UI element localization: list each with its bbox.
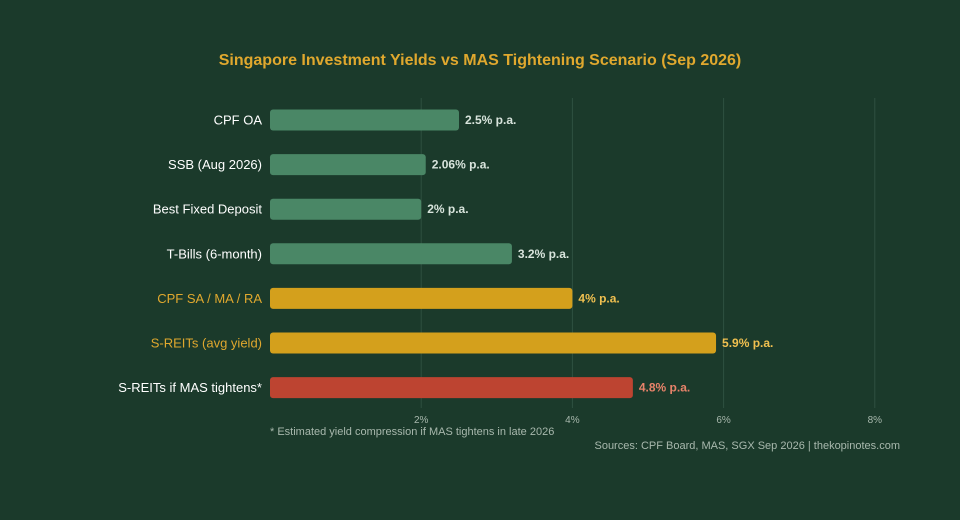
bar — [270, 377, 633, 399]
data-label: 2% p.a. — [427, 202, 468, 216]
data-label: 4.8% p.a. — [639, 381, 690, 395]
bar — [270, 109, 459, 131]
x-tick-label: 2% — [414, 415, 429, 426]
chart-title: Singapore Investment Yields vs MAS Tight… — [218, 52, 742, 69]
chart-footnote: * Estimated yield compression if MAS tig… — [270, 426, 555, 438]
data-label: 4% p.a. — [578, 291, 619, 305]
bar — [270, 243, 512, 265]
category-label: S-REITs if MAS tightens* — [118, 380, 262, 395]
data-label: 2.5% p.a. — [465, 113, 516, 127]
x-tick-label: 6% — [716, 415, 731, 426]
category-label: CPF SA / MA / RA — [157, 291, 262, 306]
category-label: T-Bills (6-month) — [167, 246, 262, 261]
data-label: 5.9% p.a. — [722, 336, 773, 350]
category-label: SSB (Aug 2026) — [168, 157, 262, 172]
x-tick-label: 4% — [565, 415, 580, 426]
category-label: Best Fixed Deposit — [153, 202, 262, 217]
x-tick-label: 8% — [868, 415, 883, 426]
category-label: S-REITs (avg yield) — [151, 336, 262, 351]
data-label: 2.06% p.a. — [432, 158, 490, 172]
category-label: CPF OA — [214, 113, 263, 128]
bar — [270, 332, 717, 354]
bar — [270, 198, 422, 220]
bar — [270, 154, 426, 176]
data-label: 3.2% p.a. — [518, 247, 569, 261]
bar — [270, 287, 573, 309]
chart-source: Sources: CPF Board, MAS, SGX Sep 2026 | … — [594, 440, 900, 452]
